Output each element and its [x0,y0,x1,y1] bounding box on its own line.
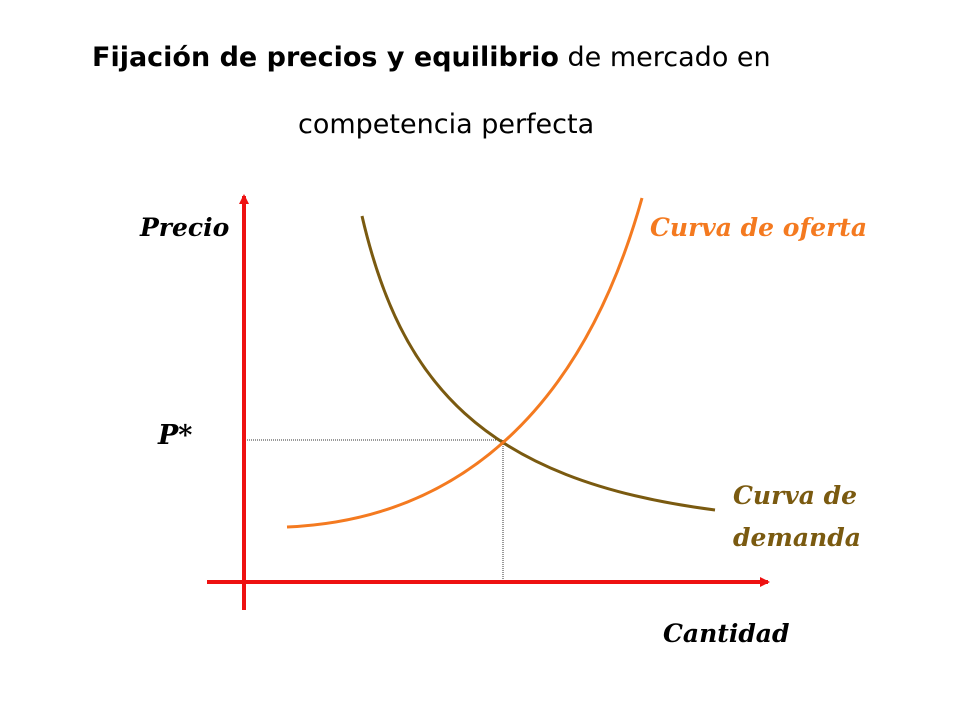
y-axis-label: Precio [139,213,229,242]
demand-curve-label-line-2: demanda [733,523,861,552]
title-bold-part: Fijación de precios y equilibrio [92,42,559,73]
supply-curve-label: Curva de oferta [650,213,867,242]
equilibrium-price-label: P* [157,420,192,451]
slide-title-line-2: competencia perfecta [298,109,595,140]
title-normal-part: de mercado en [558,42,771,73]
demand-curve [360,215,716,512]
demand-curve-label-line-1: Curva de [733,481,857,510]
slide-title-line-1: Fijación de precios y equilibrio de merc… [92,42,771,73]
supply-curve [286,197,644,529]
x-axis-label: Cantidad [663,619,789,648]
